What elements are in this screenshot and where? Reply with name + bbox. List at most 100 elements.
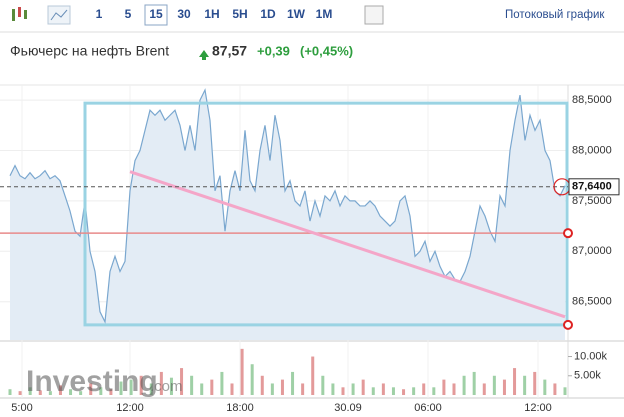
x-tick-label: 5:00 [11,402,32,414]
volume-bar [452,383,456,395]
interval-button[interactable]: 1M [316,7,333,21]
price: 87,57 [212,43,247,59]
x-tick-label: 12:00 [116,402,144,414]
interval-selected [144,4,168,26]
volume-bar [543,379,547,395]
volume-bar [391,387,395,395]
volume-bar [58,385,62,395]
y-tick-label: 87,5000 [572,195,612,207]
volume-bar [8,389,12,395]
area-icon-line [50,9,68,21]
y-tick-label: 88,5000 [572,94,612,106]
volume-bar [351,383,355,395]
settings-icon[interactable] [364,5,384,25]
volume-bar [250,364,254,395]
volume-bar [291,371,295,395]
x-tick-label: 12:00 [524,402,552,414]
interval-button[interactable]: 5 [125,7,132,21]
interval-button[interactable]: 15 [149,7,163,21]
interval-button[interactable]: 1W [287,7,306,21]
y-tick-label: 5.00k [574,370,601,382]
volume-bar [432,387,436,395]
volume-bar [220,371,224,395]
trend-line [129,170,566,319]
plot: 88,5000 88,0000 87,5000 87,0000 86,5000 5:00 1… [0,85,620,414]
volume-bar [129,379,133,395]
x-tick-label: 18:00 [226,402,254,414]
volume-bar [442,379,446,395]
volume-bar [180,368,184,395]
volume-bar [502,379,506,395]
volume-bar [119,381,123,395]
last-price-label: 87,6400 [572,181,612,193]
y-tick-label: 87,0000 [572,245,612,257]
interval-button[interactable]: 1H [204,7,219,21]
change: +0,39 [257,43,290,58]
handle [563,319,573,330]
x-tick-label: 30.09 [334,402,362,414]
volume-bar [210,379,214,395]
volume-bar [381,383,385,395]
y-tick-label: 86,5000 [572,296,612,308]
volume-bar [311,356,315,395]
x-tick-label: 06:00 [414,402,442,414]
volume-bar [28,387,32,395]
volume-bar [482,383,486,395]
toolbar [0,0,624,32]
volume-bar [402,389,406,395]
volume-bar [18,391,22,395]
volume-bar [260,375,264,395]
volume-bar [563,387,567,395]
volume-bar [553,383,557,395]
handle [563,228,573,239]
y-tick-label: 88,0000 [572,144,612,156]
volume-bar [230,383,234,395]
volume-bar [422,383,426,395]
interval-button[interactable]: 5H [232,7,247,21]
volume-bar [341,387,345,395]
volume-bar [462,375,466,395]
volume-bar [513,368,517,395]
volume-bar [492,375,496,395]
y-tick-label: 10.00k [574,350,608,362]
volume-bar [139,375,143,395]
interval-button[interactable]: 1D [260,7,276,21]
volume-bar [89,383,93,395]
volume-bar [280,379,284,395]
volume-bar [79,391,83,395]
up-arrow [199,50,209,60]
volume-bar [109,389,113,395]
volume-bar [200,383,204,395]
volume-bar [301,383,305,395]
stream-chart[interactable]: Потоковый график [505,9,605,21]
volume-bar [48,391,52,395]
price-line [9,88,566,324]
volume-bar [240,348,244,395]
volume-bar [371,387,375,395]
watermark: Investing [26,365,158,398]
volume-bar [361,379,365,395]
volume-bar [38,390,42,395]
volume-bar [159,371,163,395]
volume-bar [190,375,194,395]
rectangle-drawing [83,101,569,327]
instrument-name: Фьючерс на нефть Brent [10,43,169,59]
change-pct: (+0,45%) [300,43,353,58]
volume-bar [331,383,335,395]
volume-bar [270,383,274,395]
price-area [10,90,565,341]
volume-bar [69,389,73,395]
interval-button[interactable]: 1 [96,7,103,21]
volume-bar [523,375,527,395]
volume-bar [99,387,103,395]
volume-bar [169,377,173,395]
volume-bar [472,371,476,395]
volume-bar [149,383,153,395]
interval-button[interactable]: 30 [177,7,191,21]
intervals: 1 5 15 30 1H 5H 1D 1W 1M [96,4,333,26]
volume-bar [321,375,325,395]
watermark-suffix: .com [150,378,183,395]
candle-icon[interactable] [12,7,27,21]
last-price-box [568,178,620,196]
